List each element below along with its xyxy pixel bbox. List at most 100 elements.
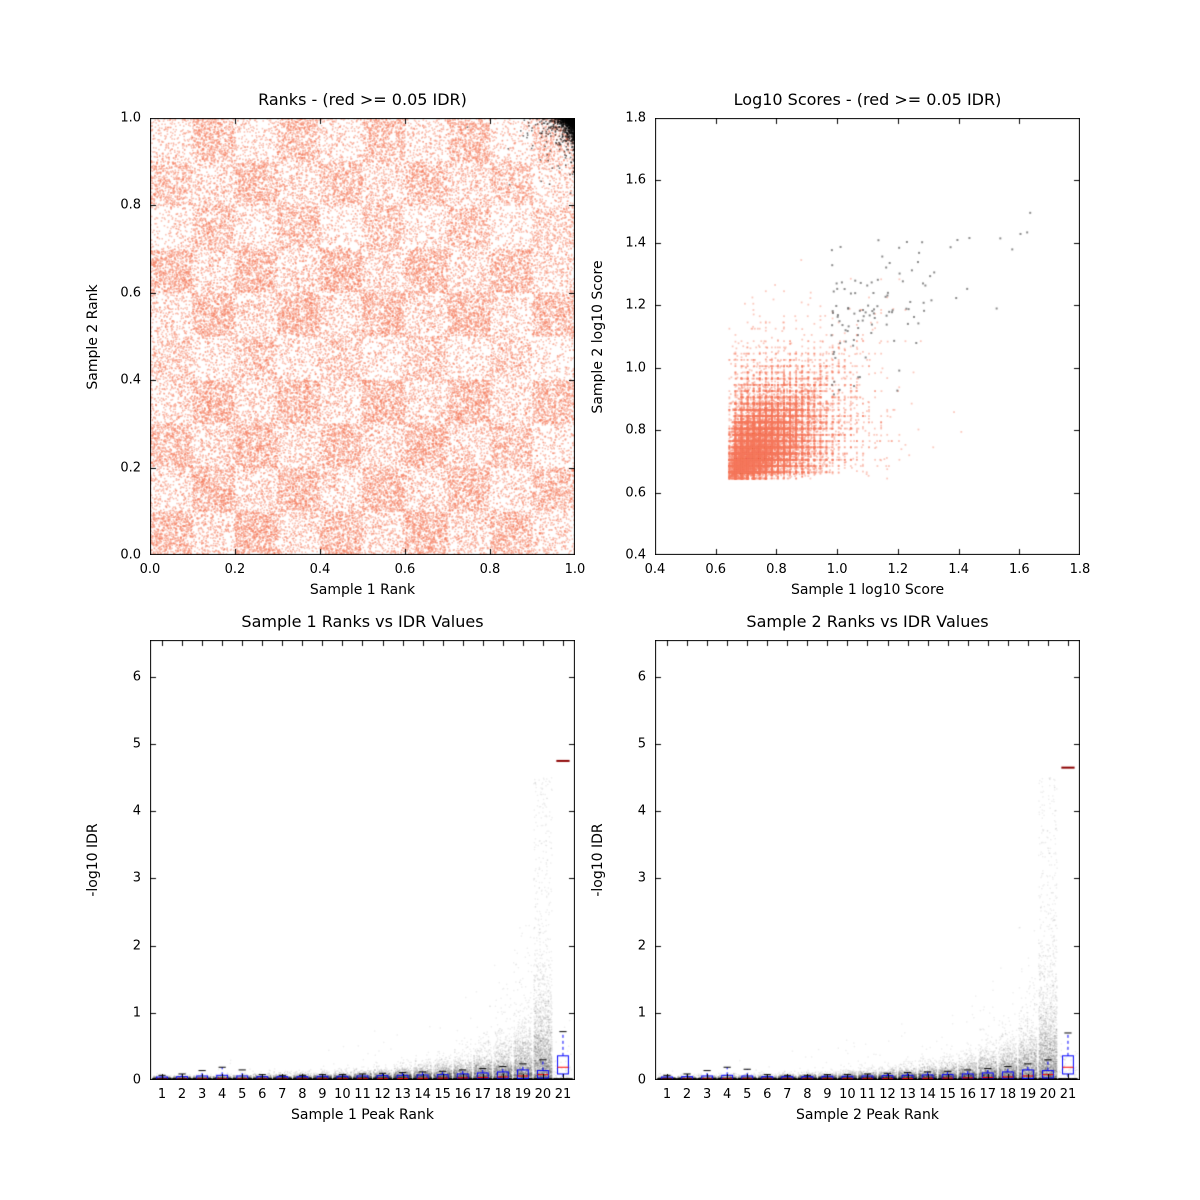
log10-scores-canvas: [655, 118, 1080, 555]
x-tick-label: 10: [334, 1087, 351, 1102]
x-tick-label: 3: [702, 1087, 712, 1102]
x-tick-label: 7: [783, 1087, 792, 1102]
y-tick-label: 0: [637, 1072, 646, 1088]
x-tick-label: 0.4: [309, 562, 331, 577]
y-tick-label: 1.0: [625, 360, 646, 376]
x-tick-label: 5: [238, 1087, 247, 1102]
y-tick-label: 0.4: [625, 547, 646, 563]
y-tick-label: 3: [637, 870, 646, 886]
x-tick-label: 0.2: [224, 562, 246, 577]
y-tick-label: 2: [132, 938, 141, 954]
x-axis-label-sample2-peak-rank: Sample 2 Peak Rank: [796, 1107, 939, 1123]
y-tick-label: 1.8: [625, 110, 646, 126]
y-axis-label-sample2-rank: Sample 2 Rank: [85, 283, 101, 390]
x-tick-label: 21: [1059, 1087, 1077, 1102]
y-tick-label: 0.4: [120, 372, 141, 388]
x-tick-label: 4: [723, 1087, 732, 1102]
x-tick-label: 7: [278, 1087, 287, 1102]
x-tick-label: 17: [474, 1087, 492, 1102]
x-tick-label: 4: [218, 1087, 227, 1102]
y-tick-label: 1.6: [625, 172, 646, 188]
y-tick-label: 4: [637, 803, 646, 819]
y-tick-label: 4: [132, 803, 141, 819]
x-tick-label: 19: [514, 1087, 532, 1102]
y-axis-label-neglog10-idr-2: -log10 IDR: [590, 823, 606, 897]
x-tick-label: 6: [258, 1087, 267, 1102]
x-tick-label: 16: [959, 1087, 977, 1102]
x-tick-label: 0.6: [394, 562, 416, 577]
y-tick-label: 0.6: [120, 285, 141, 301]
x-tick-label: 9: [318, 1087, 327, 1102]
x-tick-label: 2: [682, 1087, 692, 1102]
x-tick-label: 16: [454, 1087, 472, 1102]
x-tick-label: 21: [554, 1087, 572, 1102]
y-tick-label: 0.2: [120, 460, 141, 476]
x-axis-label-sample1-rank: Sample 1 Rank: [309, 582, 416, 598]
y-tick-label: 1.2: [625, 297, 646, 313]
x-tick-label: 20: [1039, 1087, 1057, 1102]
subplot-rank-scatter: Ranks - (red >= 0.05 IDR) Sample 1 Rank …: [85, 90, 585, 598]
subplot-sample1-idr: Sample 1 Ranks vs IDR Values Sample 1 Pe…: [85, 612, 575, 1123]
x-tick-label: 15: [939, 1087, 956, 1102]
y-tick-label: 1: [637, 1005, 646, 1021]
y-tick-label: 1.4: [625, 235, 646, 251]
plot-title-sample2-idr: Sample 2 Ranks vs IDR Values: [746, 612, 989, 631]
y-tick-label: 0.8: [120, 197, 141, 213]
y-tick-label: 1: [132, 1005, 141, 1021]
x-tick-label: 9: [823, 1087, 832, 1102]
subplot-sample2-idr: Sample 2 Ranks vs IDR Values Sample 2 Pe…: [590, 612, 1080, 1123]
x-tick-label: 1.8: [1069, 562, 1091, 577]
plot-title-sample1-idr: Sample 1 Ranks vs IDR Values: [241, 612, 484, 631]
y-tick-label: 0.8: [625, 422, 646, 438]
y-tick-label: 2: [637, 938, 646, 954]
sample1-idr-canvas: [150, 640, 575, 1080]
x-tick-label: 13: [394, 1087, 411, 1102]
x-tick-label: 17: [979, 1087, 997, 1102]
x-tick-label: 0.6: [705, 562, 727, 577]
x-tick-label: 3: [197, 1087, 207, 1102]
y-tick-label: 5: [637, 736, 646, 752]
x-tick-label: 20: [534, 1087, 552, 1102]
x-tick-label: 5: [743, 1087, 752, 1102]
x-tick-label: 0.0: [139, 562, 161, 577]
x-tick-label: 0.4: [644, 562, 666, 577]
x-tick-label: 0.8: [766, 562, 787, 577]
x-tick-label: 12: [879, 1087, 896, 1102]
x-tick-label: 19: [1019, 1087, 1037, 1102]
x-tick-label: 15: [434, 1087, 451, 1102]
y-tick-label: 0: [132, 1072, 141, 1088]
x-tick-label: 11: [859, 1087, 876, 1102]
y-tick-label: 5: [132, 736, 141, 752]
y-tick-label: 3: [132, 870, 141, 886]
x-tick-label: 1.6: [1008, 562, 1030, 577]
y-tick-label: 0.6: [625, 485, 646, 501]
plot-title-ranks: Ranks - (red >= 0.05 IDR): [258, 90, 467, 109]
x-tick-label: 13: [899, 1087, 916, 1102]
x-tick-label: 1.4: [948, 562, 969, 577]
x-tick-label: 1.0: [826, 562, 848, 577]
y-tick-label: 0.0: [120, 547, 141, 563]
x-tick-label: 1.2: [887, 562, 909, 577]
subplot-log10-scores: Log10 Scores - (red >= 0.05 IDR) Sample …: [590, 90, 1090, 598]
x-tick-label: 14: [414, 1087, 431, 1102]
x-tick-label: 18: [999, 1087, 1017, 1102]
x-tick-label: 18: [494, 1087, 512, 1102]
rank-scatter-canvas: [150, 118, 575, 555]
y-tick-label: 6: [132, 669, 141, 685]
plot-title-log10-scores: Log10 Scores - (red >= 0.05 IDR): [733, 90, 1002, 109]
x-tick-label: 1: [662, 1087, 672, 1102]
sample2-idr-canvas: [655, 640, 1080, 1080]
y-axis-label-neglog10-idr-1: -log10 IDR: [85, 823, 101, 897]
x-tick-label: 14: [919, 1087, 936, 1102]
x-tick-label: 1: [157, 1087, 167, 1102]
x-tick-label: 8: [803, 1087, 812, 1102]
x-tick-label: 0.8: [479, 562, 501, 577]
y-tick-label: 6: [637, 669, 646, 685]
x-tick-label: 2: [177, 1087, 187, 1102]
x-tick-label: 6: [763, 1087, 772, 1102]
x-tick-label: 12: [374, 1087, 391, 1102]
x-tick-label: 8: [298, 1087, 307, 1102]
x-tick-label: 10: [839, 1087, 856, 1102]
x-axis-label-sample1-peak-rank: Sample 1 Peak Rank: [291, 1107, 434, 1123]
